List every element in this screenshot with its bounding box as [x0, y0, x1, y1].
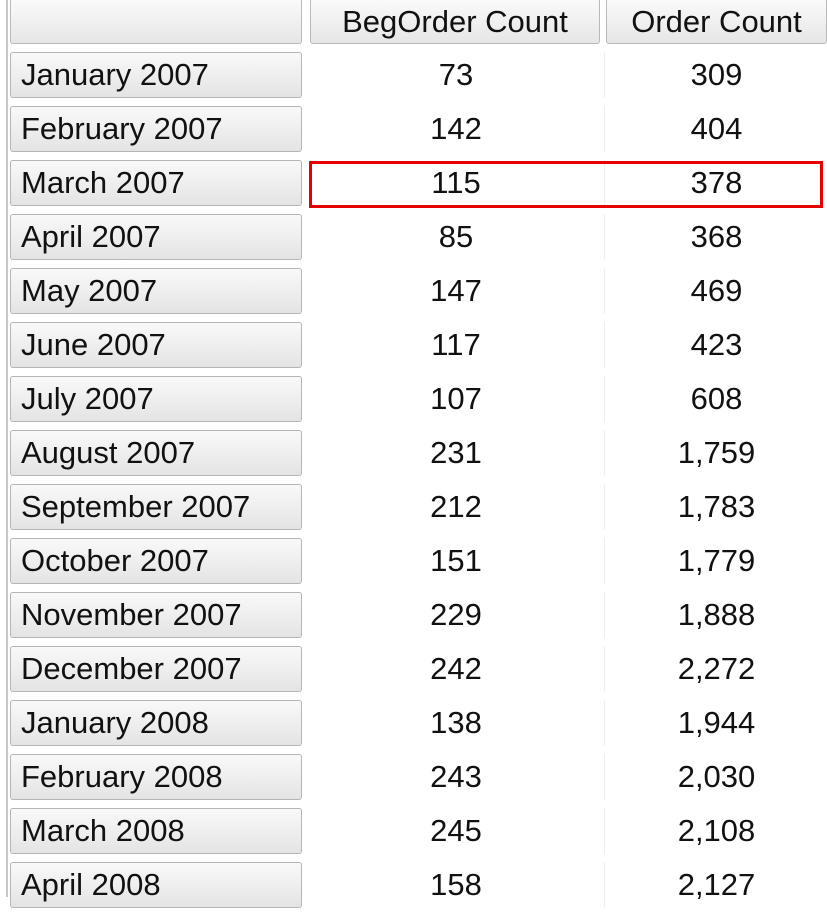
begorder-count-cell[interactable]: 158: [308, 862, 605, 908]
order-count-cell[interactable]: 1,944: [677, 705, 756, 740]
row-header[interactable]: January 2008: [10, 700, 302, 746]
table-row: March 2008 245 2,108: [0, 808, 827, 862]
row-header[interactable]: December 2007: [10, 646, 302, 692]
row-header[interactable]: August 2007: [10, 430, 302, 476]
row-header[interactable]: March 2007: [10, 160, 302, 206]
row-header[interactable]: November 2007: [10, 592, 302, 638]
order-count-cell[interactable]: 404: [690, 111, 743, 146]
table-row: July 2007 107 608: [0, 376, 827, 430]
table-row: February 2007 142 404: [0, 106, 827, 160]
table-row: June 2007 117 423: [0, 322, 827, 376]
table-row: January 2007 73 309: [0, 52, 827, 106]
order-count-cell[interactable]: 378: [690, 165, 743, 200]
order-count-cell[interactable]: 2,108: [677, 813, 756, 848]
order-count-cell[interactable]: 423: [690, 327, 743, 362]
begorder-count-cell[interactable]: 229: [308, 592, 605, 638]
begorder-count-cell[interactable]: 231: [308, 430, 605, 476]
begorder-count-cell[interactable]: 243: [308, 754, 605, 800]
order-count-cell[interactable]: 2,272: [677, 651, 756, 686]
begorder-count-cell[interactable]: 73: [308, 52, 605, 98]
begorder-count-cell[interactable]: 147: [308, 268, 605, 314]
table-row: January 2008 138 1,944: [0, 700, 827, 754]
row-header[interactable]: October 2007: [10, 538, 302, 584]
begorder-count-cell[interactable]: 245: [308, 808, 605, 854]
row-header[interactable]: February 2008: [10, 754, 302, 800]
table-row: August 2007 231 1,759: [0, 430, 827, 484]
begorder-count-cell[interactable]: 138: [308, 700, 605, 746]
table-row: March 2007 115 378: [0, 160, 827, 214]
order-count-cell[interactable]: 608: [690, 381, 743, 416]
order-count-cell[interactable]: 1,888: [677, 597, 756, 632]
order-count-cell[interactable]: 2,030: [677, 759, 756, 794]
row-header[interactable]: July 2007: [10, 376, 302, 422]
row-header[interactable]: June 2007: [10, 322, 302, 368]
row-header[interactable]: April 2007: [10, 214, 302, 260]
order-count-cell[interactable]: 368: [690, 219, 743, 254]
row-header[interactable]: April 2008: [10, 862, 302, 908]
begorder-count-cell[interactable]: 151: [308, 538, 605, 584]
begorder-count-cell[interactable]: 85: [308, 214, 605, 260]
order-count-cell[interactable]: 309: [690, 57, 743, 92]
table-row: October 2007 151 1,779: [0, 538, 827, 592]
column-header-order-count[interactable]: Order Count: [606, 0, 827, 44]
order-count-cell[interactable]: 1,779: [677, 543, 756, 578]
highlight-box: [309, 161, 823, 208]
begorder-count-cell[interactable]: 117: [308, 322, 605, 368]
table-row: April 2008 158 2,127: [0, 862, 827, 916]
table-row: May 2007 147 469: [0, 268, 827, 322]
order-count-cell[interactable]: 2,127: [677, 867, 756, 902]
row-header[interactable]: May 2007: [10, 268, 302, 314]
table-row: November 2007 229 1,888: [0, 592, 827, 646]
order-count-cell[interactable]: 1,783: [677, 489, 756, 524]
begorder-count-cell[interactable]: 142: [308, 106, 605, 152]
order-count-cell[interactable]: 469: [690, 273, 743, 308]
begorder-count-cell[interactable]: 107: [308, 376, 605, 422]
row-header[interactable]: March 2008: [10, 808, 302, 854]
order-count-cell[interactable]: 1,759: [677, 435, 756, 470]
table-row: April 2007 85 368: [0, 214, 827, 268]
column-header-begorder-count[interactable]: BegOrder Count: [310, 0, 600, 44]
row-header[interactable]: February 2007: [10, 106, 302, 152]
row-header[interactable]: September 2007: [10, 484, 302, 530]
begorder-count-cell[interactable]: 212: [308, 484, 605, 530]
table-row: February 2008 243 2,030: [0, 754, 827, 808]
corner-header: [10, 0, 302, 44]
begorder-count-cell[interactable]: 242: [308, 646, 605, 692]
table-row: December 2007 242 2,272: [0, 646, 827, 700]
begorder-count-cell[interactable]: 115: [308, 160, 605, 206]
grid-left-border: [6, 0, 8, 897]
table-row: September 2007 212 1,783: [0, 484, 827, 538]
row-header[interactable]: January 2007: [10, 52, 302, 98]
